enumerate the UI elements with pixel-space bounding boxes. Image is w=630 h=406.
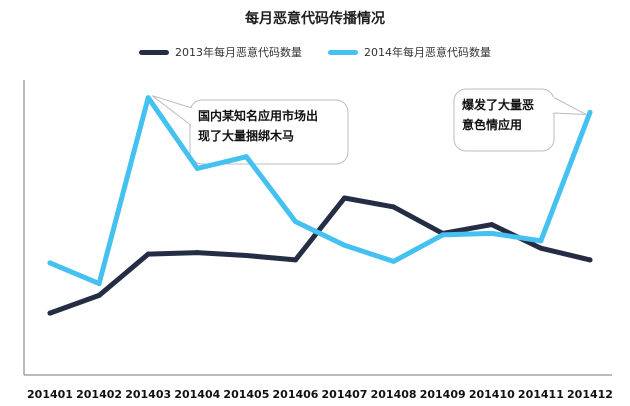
legend-swatch-2013 bbox=[139, 49, 169, 55]
data-point-2013-201408 bbox=[391, 204, 397, 210]
callout-shapes bbox=[151, 88, 587, 165]
x-tick-labels: 201401 201402 201403 201404 201405 201406 2014… bbox=[27, 388, 613, 401]
data-point-2014-201408 bbox=[391, 258, 397, 264]
callout-porn-apps-line2: 意色情应用 bbox=[462, 118, 523, 132]
data-point-2014-201405 bbox=[243, 154, 249, 160]
x-tick-label-201408: 201408 bbox=[371, 388, 417, 401]
x-tick-label-201402: 201402 bbox=[76, 388, 122, 401]
callout-porn-apps: 爆发了大量恶 意色情应用 bbox=[454, 89, 554, 151]
x-tick-label-201407: 201407 bbox=[322, 388, 368, 401]
data-point-2014-201401 bbox=[47, 260, 53, 266]
callout-app-market: 国内某知名应用市场出 现了大量捆绑木马 bbox=[190, 100, 348, 164]
x-tick-label-201411: 201411 bbox=[518, 388, 564, 401]
data-point-2014-201406 bbox=[293, 219, 298, 225]
legend-label-2013: 2013年每月恶意代码数量 bbox=[175, 46, 302, 59]
x-tick-label-201410: 201410 bbox=[469, 388, 515, 401]
x-tick-label-201412: 201412 bbox=[567, 388, 613, 401]
legend: 2013年每月恶意代码数量 2014年每月恶意代码数量 bbox=[0, 44, 630, 60]
data-point-2014-201404 bbox=[194, 166, 200, 171]
data-point-2014-201409 bbox=[440, 232, 446, 238]
series-line-2013 bbox=[47, 195, 593, 316]
data-point-2013-201402 bbox=[96, 292, 102, 298]
data-point-2013-201410 bbox=[489, 222, 495, 228]
callout-app-market-line2: 现了大量捆绑木马 bbox=[198, 129, 295, 143]
x-tick-label-201404: 201404 bbox=[174, 388, 220, 401]
chart-title: 每月恶意代码传播情况 bbox=[245, 11, 385, 27]
data-point-2013-201407 bbox=[342, 195, 347, 201]
data-point-2014-201403 bbox=[145, 95, 151, 101]
legend-item-2013: 2013年每月恶意代码数量 bbox=[139, 44, 302, 60]
data-point-2014-201402 bbox=[96, 281, 102, 287]
data-point-2014-201411 bbox=[538, 238, 544, 244]
callout-porn-apps-line1: 爆发了大量恶 bbox=[462, 98, 535, 112]
legend-item-2014: 2014年每月恶意代码数量 bbox=[328, 44, 491, 60]
callout-app-market-bubble-box bbox=[189, 99, 349, 165]
data-point-2013-201405 bbox=[243, 253, 249, 258]
data-point-2013-201412 bbox=[587, 257, 593, 263]
callout-app-market-line1: 国内某知名应用市场出 bbox=[198, 109, 319, 123]
data-point-2013-201404 bbox=[194, 250, 200, 256]
data-point-2014-201412 bbox=[587, 109, 593, 115]
data-point-2013-201406 bbox=[293, 257, 298, 263]
legend-label-2014: 2014年每月恶意代码数量 bbox=[364, 46, 491, 59]
legend-swatch-2014 bbox=[328, 49, 358, 55]
callout-porn-apps-bubble-box bbox=[453, 88, 555, 152]
data-point-2013-201401 bbox=[47, 310, 53, 316]
x-tick-label-201403: 201403 bbox=[125, 388, 171, 401]
data-point-2013-201411 bbox=[538, 245, 544, 251]
x-tick-label-201401: 201401 bbox=[27, 388, 73, 401]
series-lines bbox=[47, 95, 593, 316]
series-line-2014 bbox=[47, 95, 593, 287]
x-tick-label-201406: 201406 bbox=[273, 388, 319, 401]
axes bbox=[23, 80, 612, 376]
callout-porn-apps-bubble-tail bbox=[552, 96, 587, 115]
x-tick-label-201409: 201409 bbox=[420, 388, 466, 401]
data-point-2013-201403 bbox=[145, 251, 151, 257]
x-tick-label-201405: 201405 bbox=[223, 388, 269, 401]
data-point-2014-201410 bbox=[489, 230, 495, 236]
data-point-2014-201407 bbox=[342, 242, 347, 248]
